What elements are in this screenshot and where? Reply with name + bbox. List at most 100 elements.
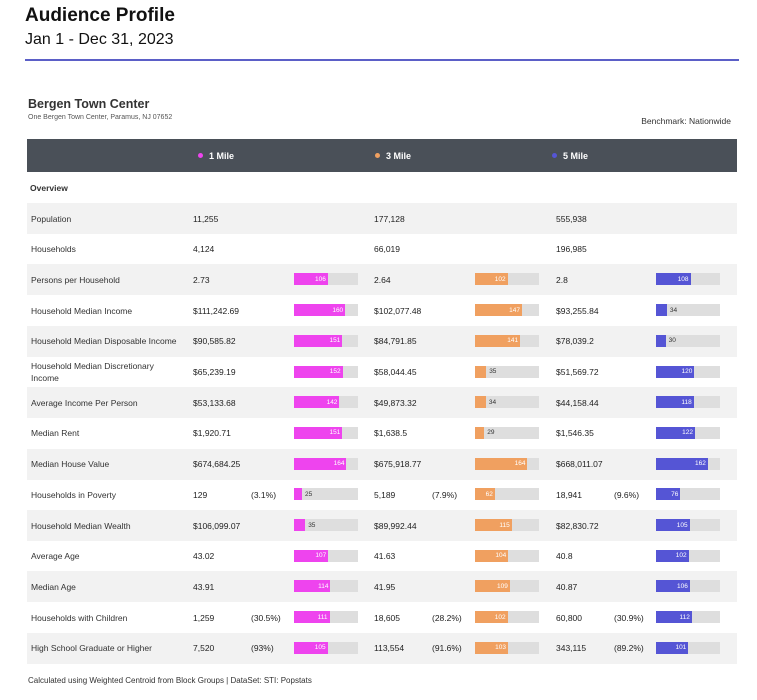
index-bar-fill xyxy=(656,549,689,562)
index-bar: 147 xyxy=(475,304,539,317)
cell-value: 40.87 xyxy=(556,581,578,592)
row-label: Median Age xyxy=(31,581,76,592)
cell-value: $82,830.72 xyxy=(556,520,599,531)
index-bar-fill xyxy=(294,580,331,593)
table-row: Households with Children 1,259 (30.5%) 111 1… xyxy=(27,602,737,633)
index-value: 62 xyxy=(485,490,493,498)
cell-value: 18,605 xyxy=(374,612,400,623)
index-bar-fill xyxy=(656,365,695,378)
index-bar: 105 xyxy=(294,641,358,654)
cell-percent: (7.9%) xyxy=(432,489,458,500)
table-row: Median Rent $1,920.71 151 $1,638.5 29 $1,546.… xyxy=(27,418,737,449)
index-bar: 164 xyxy=(294,457,358,470)
venue-address: One Bergen Town Center, Paramus, NJ 0765… xyxy=(28,114,173,121)
cell-value: $106,099.07 xyxy=(193,520,241,531)
index-bar-fill xyxy=(656,334,666,347)
index-value: 109 xyxy=(497,582,508,590)
row-label: Household Median Wealth xyxy=(31,520,131,531)
page-subtitle: Jan 1 - Dec 31, 2023 xyxy=(25,31,174,48)
cell-value: 11,255 xyxy=(193,213,219,224)
index-value: 102 xyxy=(494,613,506,621)
index-bar: 107 xyxy=(294,549,358,562)
cell-value: $65,239.19 xyxy=(193,367,236,377)
section-label-overview: Overview xyxy=(30,183,68,193)
title-divider xyxy=(25,59,739,61)
index-bar: 162 xyxy=(656,457,720,470)
row-label: Average Income Per Person xyxy=(31,397,138,408)
index-bar-fill xyxy=(475,549,509,562)
row-label: Households in Poverty xyxy=(31,489,117,500)
row-label: Households with Children xyxy=(31,612,128,623)
benchmark-label: Benchmark: Nationwide xyxy=(641,116,731,126)
cell-percent: (30.5%) xyxy=(251,612,281,623)
cell-value: $1,546.35 xyxy=(556,428,594,439)
index-value: 30 xyxy=(668,337,676,345)
venue-name: Bergen Town Center xyxy=(28,97,150,111)
cell-value: $53,133.68 xyxy=(193,397,236,408)
index-value: 147 xyxy=(509,306,521,314)
index-bar-fill xyxy=(294,304,346,317)
table-row: Median Age 43.91 114 41.95 109 40.87 106 xyxy=(27,571,737,603)
row-label: Household Median Disposable Income xyxy=(31,336,177,347)
index-bar-fill xyxy=(475,641,508,654)
index-bar: 106 xyxy=(294,273,358,286)
cell-value: $111,242.69 xyxy=(193,305,240,316)
index-bar-fill xyxy=(294,365,343,378)
row-label: High School Graduate or Higher xyxy=(31,643,152,654)
cell-value: 177,128 xyxy=(374,213,405,224)
table-row: Household Median Disposable Income $90,58… xyxy=(27,325,737,357)
cell-value: $1,638.5 xyxy=(374,428,408,439)
index-value: 142 xyxy=(326,398,338,406)
table-row: Population 11,255 177,128 555,938 xyxy=(27,203,737,234)
cell-value: $674,684.25 xyxy=(193,459,241,470)
index-bar: 35 xyxy=(475,365,539,378)
cell-value: 43.91 xyxy=(193,581,215,592)
index-value: 122 xyxy=(682,429,694,437)
index-bar-fill xyxy=(294,611,330,624)
cell-value: 196,985 xyxy=(556,244,587,255)
cell-percent: (93%) xyxy=(251,643,274,654)
index-bar: 109 xyxy=(475,580,539,593)
index-bar: 112 xyxy=(656,611,720,624)
table-row: Average Age 43.02 107 41.63 104 40.8 102 xyxy=(27,541,737,572)
cell-value: 7,520 xyxy=(193,643,215,654)
cell-value: 2.64 xyxy=(374,274,391,285)
index-bar-fill xyxy=(656,304,667,317)
index-value: 164 xyxy=(514,460,526,468)
cell-percent: (9.6%) xyxy=(614,489,640,500)
cell-value: 113,554 xyxy=(374,643,405,654)
legend-dot xyxy=(375,153,380,158)
table-header: 1 Mile 3 Mile 5 Mile xyxy=(27,139,737,172)
index-value: 101 xyxy=(675,644,687,652)
table-row: Persons per Household 2.73 106 2.64 102 2.8 10… xyxy=(27,264,737,296)
index-value: 152 xyxy=(329,368,341,375)
index-bar: 120 xyxy=(656,365,720,378)
index-bar-fill xyxy=(656,580,690,593)
table-row: Household Median Wealth $106,099.07 35 $89,… xyxy=(27,510,737,541)
index-value: 105 xyxy=(676,521,688,529)
row-label: Households xyxy=(31,244,76,255)
index-bar: 102 xyxy=(475,611,539,624)
index-bar: 114 xyxy=(294,580,358,593)
cell-value: $44,158.44 xyxy=(556,397,599,408)
cell-percent: (89.2%) xyxy=(614,643,644,654)
index-value: 34 xyxy=(488,398,497,406)
cell-value: $78,039.2 xyxy=(556,336,594,347)
index-value: 118 xyxy=(681,398,692,406)
index-bar-fill xyxy=(294,396,340,409)
cell-value: $1,920.71 xyxy=(193,428,231,439)
index-bar: 111 xyxy=(294,611,358,624)
index-bar-fill xyxy=(475,457,528,470)
index-bar: 34 xyxy=(475,396,539,409)
row-label: Household Median Discretionary Income xyxy=(31,361,154,383)
index-bar-fill xyxy=(475,396,486,409)
cell-value: $89,992.44 xyxy=(374,520,417,531)
index-bar-fill xyxy=(656,457,708,470)
cell-value: 66,019 xyxy=(374,244,400,255)
index-value: 106 xyxy=(677,582,688,590)
index-bar-fill xyxy=(475,304,523,317)
legend-dot xyxy=(198,153,203,158)
index-bar: 62 xyxy=(475,488,539,501)
index-bar-fill xyxy=(475,426,485,439)
index-bar-fill xyxy=(656,641,689,654)
